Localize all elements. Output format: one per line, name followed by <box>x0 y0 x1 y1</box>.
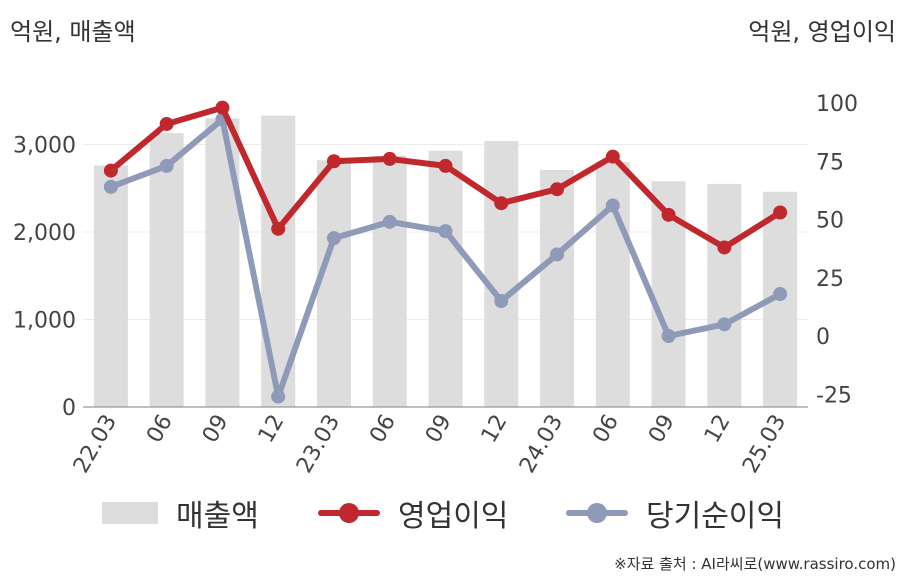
operating-profit-point-0 <box>103 163 118 178</box>
legend-label-net-income: 당기순이익 <box>646 499 784 534</box>
operating-profit-point-4 <box>326 154 341 169</box>
left-tick-label: 3,000 <box>13 134 76 159</box>
operating-profit-point-9 <box>605 149 620 164</box>
net-income-point-12 <box>773 287 788 302</box>
operating-profit-point-1 <box>159 116 174 131</box>
operating-profit-point-3 <box>271 221 286 236</box>
net-income-point-7 <box>494 294 509 309</box>
right-tick-label: 75 <box>816 150 844 175</box>
category-tick-label: 12 <box>477 411 513 448</box>
legend-item-revenue: 매출액 <box>102 490 259 536</box>
revenue-bar-0 <box>93 165 128 407</box>
source-credit: ※자료 출처 : AI라씨로(www.rassiro.com) <box>614 555 896 573</box>
combo-chart: 0 1,000 2,000 3,000 -25 0 25 50 75 100 22.03 06 09 12… <box>13 92 858 478</box>
category-tick-label: 12 <box>700 411 736 448</box>
right-axis-unit-label: 억원, 영업이익 <box>748 18 896 46</box>
category-tick-label: 06 <box>588 411 624 448</box>
legend-label-revenue: 매출액 <box>176 499 259 534</box>
category-tick-label: 06 <box>365 411 401 448</box>
net-income-point-11 <box>717 317 732 332</box>
left-tick-label: 1,000 <box>13 309 76 334</box>
revenue-bar-11 <box>707 183 742 407</box>
category-tick-label: 12 <box>254 411 290 448</box>
revenue-bar-8 <box>540 169 575 407</box>
category-tick-label: 06 <box>142 411 178 448</box>
operating-profit-point-7 <box>494 196 509 211</box>
legend-item-net-income: 당기순이익 <box>566 490 784 536</box>
left-tick-label: 2,000 <box>13 221 76 246</box>
net-income-point-3 <box>271 389 286 404</box>
right-tick-label: 50 <box>816 209 844 234</box>
right-tick-label: 25 <box>816 267 844 292</box>
category-tick-label: 09 <box>644 411 680 448</box>
net-income-point-4 <box>326 231 341 246</box>
legend-swatch-operating-profit <box>318 501 380 525</box>
category-tick-label: 23.03 <box>292 411 345 478</box>
net-income-point-5 <box>382 214 397 229</box>
legend: 매출액 영업이익 당기순이익 <box>0 490 908 540</box>
operating-profit-point-12 <box>773 205 788 220</box>
net-income-point-8 <box>550 247 565 262</box>
category-tick-label: 09 <box>198 411 234 448</box>
operating-profit-point-11 <box>717 240 732 255</box>
legend-label-operating-profit: 영업이익 <box>398 499 509 534</box>
revenue-bar-7 <box>484 141 519 407</box>
legend-swatch-revenue <box>102 502 158 524</box>
net-income-point-0 <box>103 179 118 194</box>
category-tick-label: 09 <box>421 411 457 448</box>
revenue-bar-4 <box>316 160 351 407</box>
legend-item-operating-profit: 영업이익 <box>318 490 508 536</box>
category-tick-label: 24.03 <box>515 411 568 478</box>
left-axis-unit-label: 억원, 매출액 <box>10 18 136 46</box>
net-income-point-10 <box>661 329 676 343</box>
bar-series-revenue <box>93 115 798 407</box>
revenue-bar-2 <box>205 118 240 407</box>
category-tick-label: 25.03 <box>738 411 791 478</box>
revenue-bar-6 <box>428 150 463 407</box>
right-tick-label: 0 <box>816 325 830 350</box>
right-tick-label: 100 <box>816 92 858 117</box>
operating-profit-point-8 <box>550 182 565 197</box>
net-income-point-1 <box>159 158 174 173</box>
net-income-point-9 <box>605 198 620 213</box>
line-series <box>103 100 788 404</box>
legend-swatch-net-income <box>566 501 628 525</box>
operating-profit-point-10 <box>661 207 676 222</box>
revenue-bar-5 <box>372 155 407 407</box>
operating-profit-point-5 <box>382 151 397 166</box>
operating-profit-point-6 <box>438 158 453 173</box>
category-tick-label: 22.03 <box>69 411 122 478</box>
left-tick-label: 0 <box>62 396 76 421</box>
operating-profit-point-2 <box>215 100 230 115</box>
net-income-point-6 <box>438 224 453 239</box>
revenue-bar-1 <box>149 133 184 407</box>
right-tick-label: -25 <box>816 383 852 408</box>
